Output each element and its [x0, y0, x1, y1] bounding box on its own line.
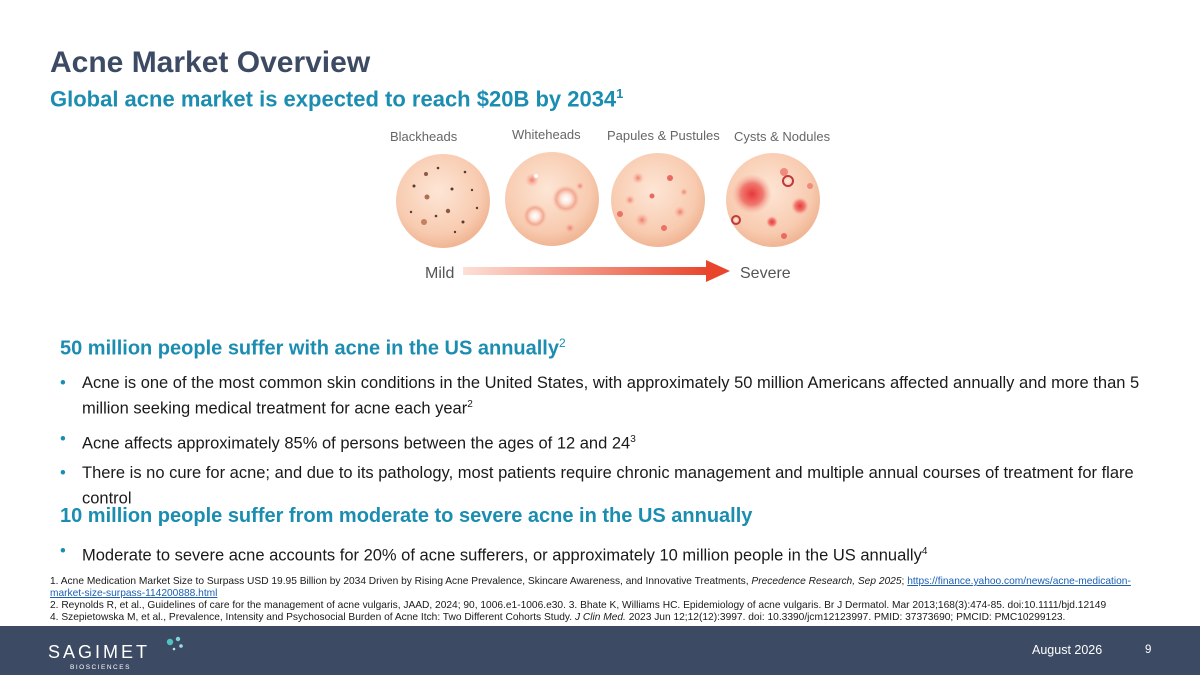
section1-heading: 50 million people suffer with acne in th… — [60, 336, 566, 361]
bullet-item: Acne is one of the most common skin cond… — [60, 373, 1150, 420]
footer-date: August 2026 — [1032, 643, 1103, 657]
footnote-2-3: 2. Reynolds R, et al., Guidelines of car… — [50, 600, 1107, 611]
bullet-text: Moderate to severe acne accounts for 20%… — [82, 546, 922, 565]
section1-heading-ref: 2 — [558, 336, 566, 350]
bullet-text: Acne is one of the most common skin cond… — [82, 374, 1140, 418]
company-logo: SAGIMET BIOSCIENCES — [48, 636, 183, 671]
logo-dots-icon — [166, 636, 183, 651]
page-number: 9 — [1145, 644, 1152, 656]
footnote-1-sep: ; — [901, 576, 908, 587]
stage-label-whiteheads: Whiteheads — [512, 127, 581, 142]
bullet-item: Acne affects approximately 85% of person… — [60, 429, 1150, 455]
papules-skin-circle — [611, 153, 705, 247]
footnote-4: 4. Szepietowska M, et al., Prevalence, I… — [50, 612, 1160, 624]
subtitle-ref: 1 — [616, 86, 624, 101]
footnote-4-rest: 2023 Jun 12;12(12):3997. doi: 10.3390/jc… — [625, 612, 1066, 623]
footnote-1-link[interactable]: https://finance.yahoo.com/news/acne-medi… — [50, 576, 1131, 599]
bullet-ref: 2 — [467, 399, 473, 410]
logo-wordmark: SAGIMET — [48, 642, 151, 662]
section1-heading-text: 50 million people suffer with acne in th… — [60, 337, 559, 360]
page-subtitle: Global acne market is expected to reach … — [50, 86, 623, 112]
blackheads-skin-circle — [396, 154, 490, 248]
bullet-item: Moderate to severe acne accounts for 20%… — [60, 541, 1150, 567]
whiteheads-skin-circle — [505, 152, 599, 246]
mild-label: Mild — [425, 265, 455, 282]
stage-label-cysts: Cysts & Nodules — [734, 129, 831, 144]
severity-arrow — [463, 260, 730, 282]
section2-heading-text: 10 million people suffer from moderate t… — [60, 505, 753, 527]
acne-stage-illustrations — [396, 152, 820, 282]
bullet-ref: 4 — [921, 546, 928, 557]
footnote-4-journal: J Clin Med. — [574, 612, 626, 623]
footnotes: 1. Acne Medication Market Size to Surpas… — [50, 576, 1160, 624]
section1-bullet-list: Acne is one of the most common skin cond… — [60, 373, 1150, 519]
cysts-skin-circle — [726, 153, 820, 247]
bullet-ref: 3 — [630, 433, 636, 445]
footnote-1-text: 1. Acne Medication Market Size to Surpas… — [50, 576, 752, 587]
footnote-1-source: Precedence Research, Sep 2025 — [751, 576, 902, 587]
stage-label-papules: Papules & Pustules — [607, 128, 720, 143]
acne-severity-figure: Blackheads Whiteheads Papules & Pustules… — [380, 124, 850, 294]
subtitle-text: Global acne market is expected to reach … — [50, 86, 617, 112]
footnote-4-text: 4. Szepietowska M, et al., Prevalence, I… — [50, 612, 575, 623]
footnote-1: 1. Acne Medication Market Size to Surpas… — [50, 576, 1160, 600]
bullet-text: There is no cure for acne; and due to it… — [82, 464, 1134, 508]
logo-subtitle: BIOSCIENCES — [70, 664, 131, 671]
stage-label-blackheads: Blackheads — [390, 129, 458, 144]
section2-bullet-list: Moderate to severe acne accounts for 20%… — [60, 541, 1150, 576]
bullet-text: Acne affects approximately 85% of person… — [82, 434, 631, 452]
severe-label: Severe — [740, 265, 791, 282]
page-title: Acne Market Overview — [50, 46, 371, 79]
section2-heading: 10 million people suffer from moderate t… — [60, 505, 752, 528]
footer-bar: SAGIMET BIOSCIENCES August 2026 9 — [0, 626, 1200, 675]
bullet-item: There is no cure for acne; and due to it… — [60, 463, 1150, 510]
